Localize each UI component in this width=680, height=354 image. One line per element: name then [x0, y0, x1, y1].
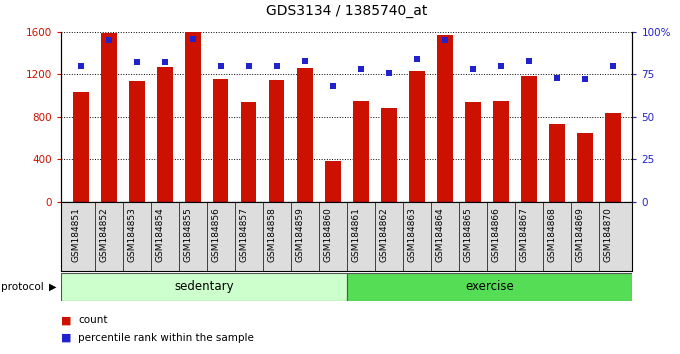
Bar	[577, 133, 592, 202]
Text: GSM184869: GSM184869	[576, 207, 585, 262]
Point	[103, 38, 114, 43]
Bar	[73, 92, 88, 202]
Text: GSM184863: GSM184863	[408, 207, 417, 262]
Text: percentile rank within the sample: percentile rank within the sample	[78, 333, 254, 343]
Bar	[465, 102, 481, 202]
Point	[188, 36, 199, 41]
Point	[495, 63, 506, 69]
Text: GSM184868: GSM184868	[548, 207, 557, 262]
Point	[579, 76, 590, 82]
Point	[131, 59, 142, 65]
Bar	[213, 79, 228, 202]
Point	[439, 38, 450, 43]
Bar	[521, 76, 537, 202]
Point	[356, 67, 367, 72]
Point	[243, 63, 254, 69]
Text: sedentary: sedentary	[174, 280, 234, 293]
Point	[411, 56, 422, 62]
Point	[271, 63, 282, 69]
Text: ■: ■	[61, 333, 71, 343]
Bar	[325, 161, 341, 202]
Point	[384, 70, 394, 75]
Text: GSM184851: GSM184851	[72, 207, 81, 262]
Bar	[353, 101, 369, 202]
Bar	[269, 80, 284, 202]
Text: GSM184867: GSM184867	[520, 207, 529, 262]
Text: GSM184861: GSM184861	[352, 207, 361, 262]
Text: GSM184857: GSM184857	[240, 207, 249, 262]
Text: GSM184855: GSM184855	[184, 207, 193, 262]
Point	[467, 67, 478, 72]
Bar	[437, 35, 452, 202]
Text: GSM184865: GSM184865	[464, 207, 473, 262]
Bar	[549, 124, 564, 202]
Text: protocol: protocol	[1, 282, 44, 292]
Text: GDS3134 / 1385740_at: GDS3134 / 1385740_at	[266, 4, 428, 18]
Text: count: count	[78, 315, 107, 325]
Bar	[409, 71, 424, 202]
Text: GSM184862: GSM184862	[380, 207, 389, 262]
Point	[524, 58, 534, 64]
Text: GSM184853: GSM184853	[128, 207, 137, 262]
Bar	[381, 108, 396, 202]
Text: GSM184859: GSM184859	[296, 207, 305, 262]
Text: GSM184852: GSM184852	[100, 207, 109, 262]
Point	[551, 75, 562, 81]
Text: GSM184864: GSM184864	[436, 207, 445, 262]
Point	[327, 84, 338, 89]
Text: ▶: ▶	[49, 282, 56, 292]
Text: GSM184860: GSM184860	[324, 207, 333, 262]
Text: GSM184870: GSM184870	[604, 207, 613, 262]
Text: GSM184854: GSM184854	[156, 207, 165, 262]
Point	[159, 59, 170, 65]
Text: GSM184858: GSM184858	[268, 207, 277, 262]
Text: GSM184866: GSM184866	[492, 207, 500, 262]
Bar	[493, 101, 509, 202]
Text: exercise: exercise	[465, 280, 514, 293]
Text: ■: ■	[61, 315, 71, 325]
Bar	[297, 68, 313, 202]
Bar	[61, 273, 347, 301]
Text: GSM184856: GSM184856	[211, 207, 221, 262]
Point	[607, 63, 618, 69]
Bar	[241, 102, 256, 202]
Bar	[129, 81, 144, 202]
Bar	[605, 113, 620, 202]
Point	[75, 63, 86, 69]
Bar	[157, 67, 173, 202]
Bar	[101, 33, 116, 202]
Point	[299, 58, 310, 64]
Point	[216, 63, 226, 69]
Bar	[347, 273, 632, 301]
Bar	[185, 32, 201, 202]
